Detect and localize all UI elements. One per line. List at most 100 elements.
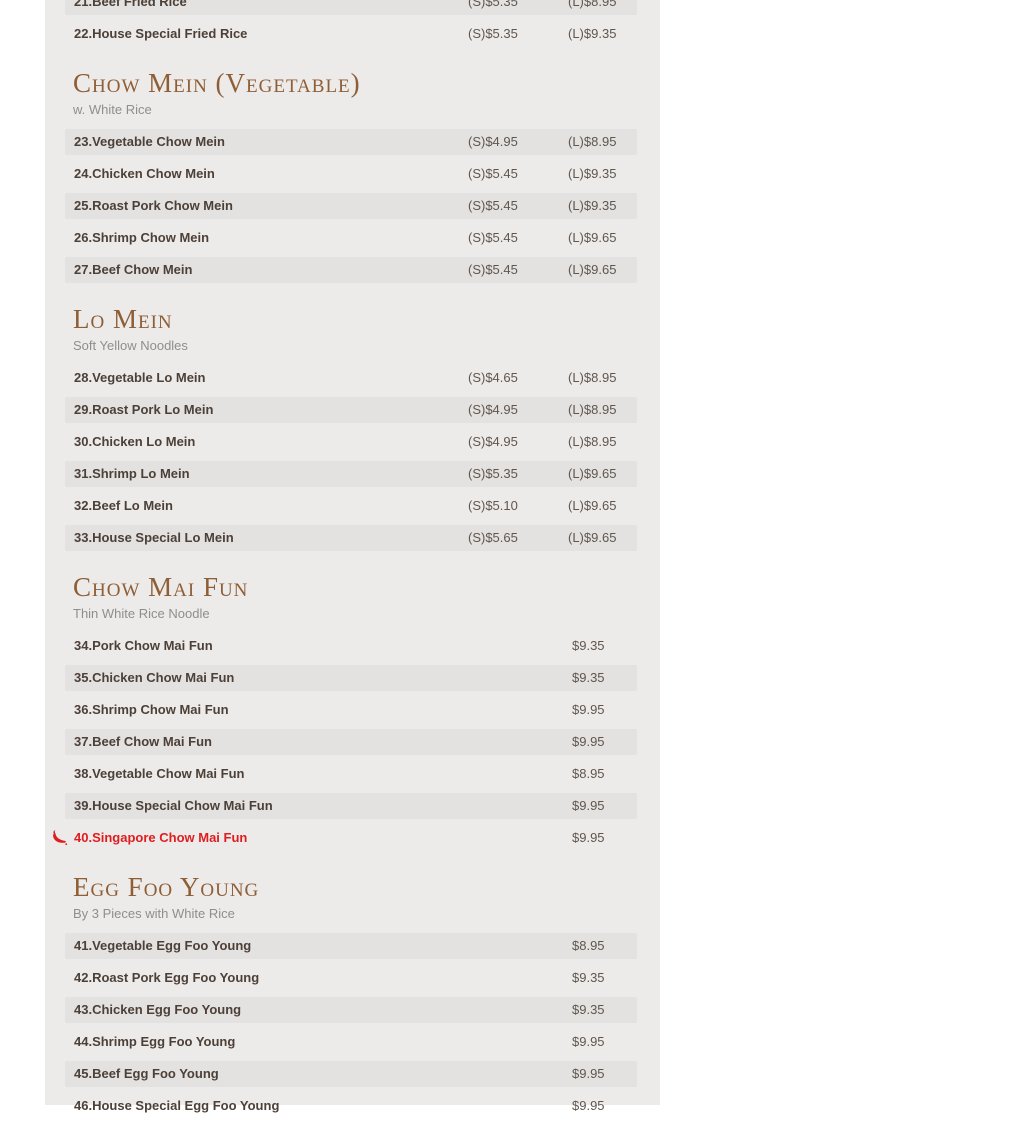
menu-content: 21.Beef Fried Rice (S)$5.35 (L)$8.95 22.… bbox=[53, 0, 637, 1125]
item-price-large: (L)$9.65 bbox=[568, 230, 617, 245]
item-price: $9.95 bbox=[572, 1066, 605, 1081]
item-price: $9.95 bbox=[572, 798, 605, 813]
item-name: 28.Vegetable Lo Mein bbox=[74, 370, 206, 385]
item-name: 42.Roast Pork Egg Foo Young bbox=[74, 970, 260, 985]
item-name: 29.Roast Pork Lo Mein bbox=[74, 402, 214, 417]
item-price-large: (L)$9.35 bbox=[568, 198, 617, 213]
item-price: $9.95 bbox=[572, 1034, 605, 1049]
menu-item-row: 24.Chicken Chow Mein (S)$5.45 (L)$9.35 bbox=[65, 161, 637, 187]
item-name: 22.House Special Fried Rice bbox=[74, 26, 248, 41]
item-price-large: (L)$9.65 bbox=[568, 498, 617, 513]
item-name: 36.Shrimp Chow Mai Fun bbox=[74, 702, 229, 717]
item-price-large: (L)$8.95 bbox=[568, 370, 617, 385]
item-price-large: (L)$9.65 bbox=[568, 262, 617, 277]
item-price: $9.35 bbox=[572, 670, 605, 685]
item-price: $8.95 bbox=[572, 938, 605, 953]
menu-item-row: 32.Beef Lo Mein (S)$5.10 (L)$9.65 bbox=[65, 493, 637, 519]
item-price: $9.95 bbox=[572, 830, 605, 845]
item-price-small: (S)$4.95 bbox=[468, 134, 518, 149]
menu-item-row: 22.House Special Fried Rice (S)$5.35 (L)… bbox=[65, 21, 637, 47]
item-price-large: (L)$9.65 bbox=[568, 466, 617, 481]
menu-item-row: 36.Shrimp Chow Mai Fun $9.95 bbox=[65, 697, 637, 723]
menu-item-row: 29.Roast Pork Lo Mein (S)$4.95 (L)$8.95 bbox=[65, 397, 637, 423]
section-header-chow-mai-fun: Chow Mai Fun Thin White Rice Noodle bbox=[65, 557, 637, 633]
menu-item-row: 23.Vegetable Chow Mein (S)$4.95 (L)$8.95 bbox=[65, 129, 637, 155]
item-price-large: (L)$8.95 bbox=[568, 402, 617, 417]
item-price-small: (S)$5.65 bbox=[468, 530, 518, 545]
item-price-small: (S)$5.45 bbox=[468, 262, 518, 277]
item-price-small: (S)$5.45 bbox=[468, 230, 518, 245]
item-name: 39.House Special Chow Mai Fun bbox=[74, 798, 273, 813]
menu-item-row: 37.Beef Chow Mai Fun $9.95 bbox=[65, 729, 637, 755]
section-subtitle: w. White Rice bbox=[73, 102, 152, 117]
item-name: 43.Chicken Egg Foo Young bbox=[74, 1002, 242, 1017]
section-header-lo-mein: Lo Mein Soft Yellow Noodles bbox=[65, 289, 637, 365]
menu-item-row: 41.Vegetable Egg Foo Young $8.95 bbox=[65, 933, 637, 959]
item-name: 35.Chicken Chow Mai Fun bbox=[74, 670, 235, 685]
item-price-small: (S)$4.65 bbox=[468, 370, 518, 385]
menu-item-row: 38.Vegetable Chow Mai Fun $8.95 bbox=[65, 761, 637, 787]
menu-item-row: 31.Shrimp Lo Mein (S)$5.35 (L)$9.65 bbox=[65, 461, 637, 487]
menu-item-row: 45.Beef Egg Foo Young $9.95 bbox=[65, 1061, 637, 1087]
item-name: 21.Beef Fried Rice bbox=[74, 0, 187, 9]
menu-item-row: 28.Vegetable Lo Mein (S)$4.65 (L)$8.95 bbox=[65, 365, 637, 391]
item-price: $9.35 bbox=[572, 1002, 605, 1017]
item-name: 31.Shrimp Lo Mein bbox=[74, 466, 190, 481]
item-price: $9.35 bbox=[572, 638, 605, 653]
item-price-small: (S)$5.35 bbox=[468, 26, 518, 41]
item-name: 32.Beef Lo Mein bbox=[74, 498, 173, 513]
item-price-large: (L)$8.95 bbox=[568, 0, 617, 9]
item-name: 24.Chicken Chow Mein bbox=[74, 166, 215, 181]
section-title: Chow Mai Fun bbox=[73, 572, 249, 602]
menu-item-row: 33.House Special Lo Mein (S)$5.65 (L)$9.… bbox=[65, 525, 637, 551]
item-price-large: (L)$8.95 bbox=[568, 134, 617, 149]
menu-item-row: 42.Roast Pork Egg Foo Young $9.35 bbox=[65, 965, 637, 991]
chili-pepper-icon bbox=[49, 828, 68, 847]
section-subtitle: Soft Yellow Noodles bbox=[73, 338, 188, 353]
item-price-small: (S)$4.95 bbox=[468, 402, 518, 417]
item-price: $9.95 bbox=[572, 702, 605, 717]
item-price-small: (S)$4.95 bbox=[468, 434, 518, 449]
menu-item-row: 46.House Special Egg Foo Young $9.95 bbox=[65, 1093, 637, 1119]
menu-item-row: 39.House Special Chow Mai Fun $9.95 bbox=[65, 793, 637, 819]
menu-item-row: 27.Beef Chow Mein (S)$5.45 (L)$9.65 bbox=[65, 257, 637, 283]
item-name: 45.Beef Egg Foo Young bbox=[74, 1066, 219, 1081]
item-name: 30.Chicken Lo Mein bbox=[74, 434, 196, 449]
item-name: 37.Beef Chow Mai Fun bbox=[74, 734, 212, 749]
item-price-small: (S)$5.45 bbox=[468, 166, 518, 181]
section-title: Egg Foo Young bbox=[73, 872, 260, 902]
item-name: 27.Beef Chow Mein bbox=[74, 262, 193, 277]
section-subtitle: By 3 Pieces with White Rice bbox=[73, 906, 235, 921]
section-title: Chow Mein (Vegetable) bbox=[73, 68, 361, 98]
item-price-large: (L)$9.35 bbox=[568, 166, 617, 181]
menu-item-row: 21.Beef Fried Rice (S)$5.35 (L)$8.95 bbox=[65, 0, 637, 15]
item-name: 33.House Special Lo Mein bbox=[74, 530, 234, 545]
item-name: 34.Pork Chow Mai Fun bbox=[74, 638, 213, 653]
item-name: 41.Vegetable Egg Foo Young bbox=[74, 938, 252, 953]
menu-item-row: 26.Shrimp Chow Mein (S)$5.45 (L)$9.65 bbox=[65, 225, 637, 251]
menu-item-row: 43.Chicken Egg Foo Young $9.35 bbox=[65, 997, 637, 1023]
menu-panel: 21.Beef Fried Rice (S)$5.35 (L)$8.95 22.… bbox=[45, 0, 660, 1113]
item-price: $9.95 bbox=[572, 1098, 605, 1113]
menu-item-row: 30.Chicken Lo Mein (S)$4.95 (L)$8.95 bbox=[65, 429, 637, 455]
item-price-large: (L)$9.35 bbox=[568, 26, 617, 41]
item-name: 38.Vegetable Chow Mai Fun bbox=[74, 766, 245, 781]
section-title: Lo Mein bbox=[73, 304, 173, 334]
section-subtitle: Thin White Rice Noodle bbox=[73, 606, 210, 621]
item-price: $8.95 bbox=[572, 766, 605, 781]
item-name: 40.Singapore Chow Mai Fun bbox=[74, 830, 248, 845]
item-name: 44.Shrimp Egg Foo Young bbox=[74, 1034, 236, 1049]
menu-item-row: 34.Pork Chow Mai Fun $9.35 bbox=[65, 633, 637, 659]
section-header-chow-mein: Chow Mein (Vegetable) w. White Rice bbox=[65, 53, 637, 129]
item-price-small: (S)$5.35 bbox=[468, 0, 518, 9]
item-name: 26.Shrimp Chow Mein bbox=[74, 230, 210, 245]
item-name: 46.House Special Egg Foo Young bbox=[74, 1098, 280, 1113]
item-price-large: (L)$9.65 bbox=[568, 530, 617, 545]
item-price-small: (S)$5.10 bbox=[468, 498, 518, 513]
menu-item-row: 35.Chicken Chow Mai Fun $9.35 bbox=[65, 665, 637, 691]
item-price: $9.35 bbox=[572, 970, 605, 985]
item-price-small: (S)$5.45 bbox=[468, 198, 518, 213]
menu-item-row: 25.Roast Pork Chow Mein (S)$5.45 (L)$9.3… bbox=[65, 193, 637, 219]
menu-item-row: 44.Shrimp Egg Foo Young $9.95 bbox=[65, 1029, 637, 1055]
item-price-large: (L)$8.95 bbox=[568, 434, 617, 449]
